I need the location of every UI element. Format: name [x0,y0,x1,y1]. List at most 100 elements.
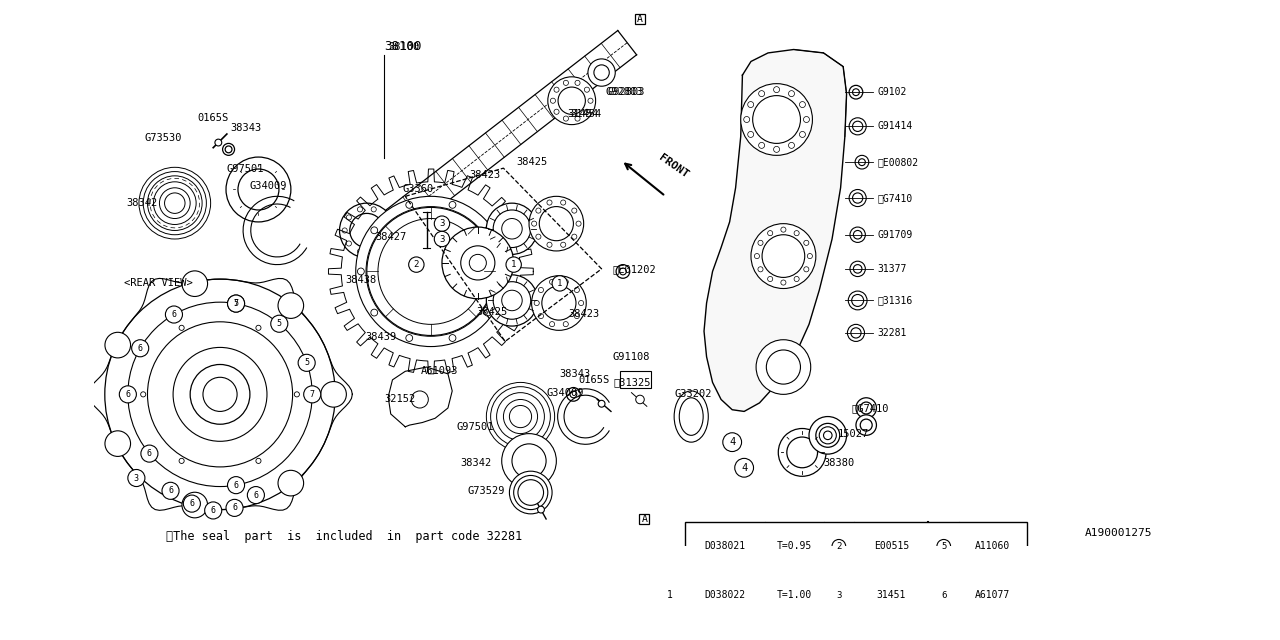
Text: 38438: 38438 [346,275,376,285]
Text: ※31316: ※31316 [877,296,913,305]
Circle shape [851,294,864,307]
Circle shape [105,431,131,456]
Circle shape [758,240,763,245]
Circle shape [294,392,300,397]
Circle shape [859,159,865,166]
Circle shape [498,268,504,275]
Circle shape [854,264,861,273]
Circle shape [849,85,863,99]
Circle shape [788,91,795,97]
Circle shape [754,253,759,259]
Circle shape [937,638,951,640]
Circle shape [137,345,143,351]
Circle shape [238,169,279,210]
Circle shape [513,476,548,509]
Circle shape [486,203,538,254]
Circle shape [850,227,865,243]
Text: 6: 6 [168,486,173,495]
Circle shape [303,386,321,403]
Circle shape [563,279,568,284]
Circle shape [575,80,580,85]
Circle shape [536,208,541,213]
Circle shape [128,302,312,486]
Circle shape [247,486,265,504]
Circle shape [762,235,805,277]
Circle shape [809,417,846,454]
Circle shape [321,381,347,407]
Circle shape [536,234,541,239]
Circle shape [585,87,590,92]
Circle shape [493,210,531,248]
Circle shape [183,495,201,512]
Circle shape [502,434,557,488]
Circle shape [539,207,573,241]
Circle shape [788,142,795,148]
Circle shape [572,208,577,213]
Text: A: A [641,514,648,524]
Text: 7: 7 [310,390,315,399]
Circle shape [371,227,378,234]
Text: G91709: G91709 [877,230,913,240]
Circle shape [787,437,818,468]
Text: 0165S: 0165S [579,375,609,385]
Circle shape [563,80,568,85]
Text: 38343: 38343 [230,123,261,133]
Circle shape [442,227,513,299]
Circle shape [563,321,568,326]
Bar [639,514,649,524]
Text: 38100: 38100 [384,40,421,54]
Circle shape [549,321,554,326]
Text: 38380: 38380 [823,458,855,468]
Text: 5: 5 [941,542,946,551]
Circle shape [547,200,552,205]
Circle shape [594,65,609,80]
Circle shape [509,406,531,428]
Circle shape [383,215,388,220]
Circle shape [256,458,261,463]
Text: A61093: A61093 [421,366,458,376]
Circle shape [271,316,288,332]
Text: 5: 5 [305,358,310,367]
Text: ※The seal  part  is  included  in  part code 32281: ※The seal part is included in part code … [166,529,522,543]
Circle shape [832,638,846,640]
Circle shape [767,350,800,384]
Circle shape [558,87,585,115]
Circle shape [781,227,786,232]
Circle shape [538,506,544,513]
Text: 38425: 38425 [476,307,507,317]
Circle shape [165,306,183,323]
Circle shape [387,228,392,233]
Text: 2: 2 [836,542,841,551]
Circle shape [140,167,211,239]
Circle shape [588,59,616,86]
Text: T=0.95: T=0.95 [777,541,812,551]
Text: 3: 3 [836,591,841,600]
Text: 6: 6 [233,481,238,490]
Text: 6: 6 [172,310,177,319]
Circle shape [585,109,590,115]
Circle shape [182,492,207,518]
Circle shape [518,480,544,506]
Text: 38425: 38425 [516,157,548,167]
Circle shape [860,419,872,431]
Circle shape [303,360,310,366]
Text: 6: 6 [211,506,216,515]
Circle shape [860,402,872,414]
Circle shape [531,221,536,226]
Circle shape [228,295,244,312]
Text: 2: 2 [413,260,419,269]
Text: 4: 4 [730,437,735,447]
Circle shape [800,131,805,138]
Circle shape [179,325,184,330]
Circle shape [554,87,559,92]
Circle shape [204,378,237,412]
Circle shape [223,143,234,156]
Circle shape [588,98,593,103]
Circle shape [227,157,291,222]
Circle shape [349,213,384,248]
Circle shape [744,116,750,122]
Circle shape [616,264,630,278]
Circle shape [849,118,867,135]
Circle shape [794,230,799,236]
Circle shape [486,275,538,326]
